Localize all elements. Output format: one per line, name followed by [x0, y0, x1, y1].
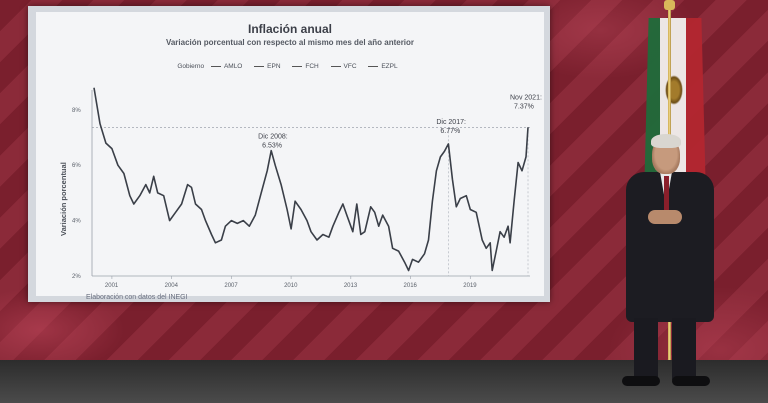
speaker-hair: [651, 134, 681, 148]
speaker-shoe: [672, 376, 710, 386]
chart-slide: Inflación anual Variación porcentual con…: [36, 12, 544, 296]
legend-item-vfc: VFC: [330, 63, 357, 70]
legend-entry: FCH: [305, 63, 319, 70]
chart-title: Inflación anual: [247, 22, 332, 36]
inflation-series-line: [93, 87, 529, 272]
x-tick-label: 2001: [105, 283, 119, 289]
legend-item-fch: FCH: [292, 63, 319, 70]
y-tick-label: 2%: [72, 274, 81, 280]
chart-subtitle: Variación porcentual con respecto al mis…: [165, 38, 415, 47]
chart-legend: Gobierno AMLO EPN FCH VFC EZPL: [36, 63, 544, 70]
x-tick-label: 2004: [165, 283, 179, 289]
source-note: Elaboración con datos del INEGI: [86, 294, 188, 301]
legend-label: Gobierno: [177, 63, 205, 70]
legend-entry: EPN: [267, 63, 281, 70]
speaker-coat: [626, 172, 714, 322]
y-tick-label: 4%: [72, 219, 81, 225]
legend-entry: AMLO: [223, 63, 243, 70]
legend-item-epn: EPN: [254, 63, 281, 70]
legend-entry: VFC: [343, 63, 357, 70]
y-tick-label: 8%: [72, 108, 81, 114]
legend-swatch: [292, 65, 303, 68]
y-axis-title: Variación porcentual: [59, 162, 68, 236]
legend-swatch: [254, 65, 265, 68]
y-tick-label: 6%: [72, 163, 81, 169]
inflation-chart: 2% 4% 6% 8% 2001 2004 2007 2010 2013 2016 2019 Vari…: [59, 87, 542, 289]
annotation-label: Dic 2008:: [258, 134, 288, 141]
annotation-label: Dic 2017:: [436, 119, 466, 126]
speaker-shoe: [622, 376, 660, 386]
legend-swatch: [330, 65, 341, 68]
x-tick-label: 2016: [404, 283, 418, 289]
x-tick-label: 2019: [463, 283, 477, 289]
speaker-figure: [620, 132, 720, 392]
presentation-screen: Inflación anual Variación porcentual con…: [28, 6, 550, 302]
speaker-hands: [648, 210, 682, 224]
legend-swatch: [368, 65, 379, 68]
legend-swatch: [210, 65, 221, 68]
annotation-value: 7.37%: [514, 103, 534, 110]
legend-item-amlo: AMLO: [210, 63, 243, 70]
speaker-leg: [634, 318, 658, 380]
legend-item-ezpl: EZPL: [368, 63, 398, 70]
annotation-value: 6.53%: [262, 143, 282, 150]
legend-entry: EZPL: [381, 63, 398, 70]
annotation-label: Nov 2021:: [510, 94, 542, 101]
annotation-value: 6.77%: [440, 128, 460, 135]
x-tick-label: 2013: [344, 283, 358, 289]
x-tick-label: 2007: [224, 283, 238, 289]
x-tick-label: 2010: [284, 283, 298, 289]
speaker-tie: [664, 176, 669, 214]
flagpole-finial: [664, 0, 675, 10]
speaker-leg: [672, 318, 696, 380]
